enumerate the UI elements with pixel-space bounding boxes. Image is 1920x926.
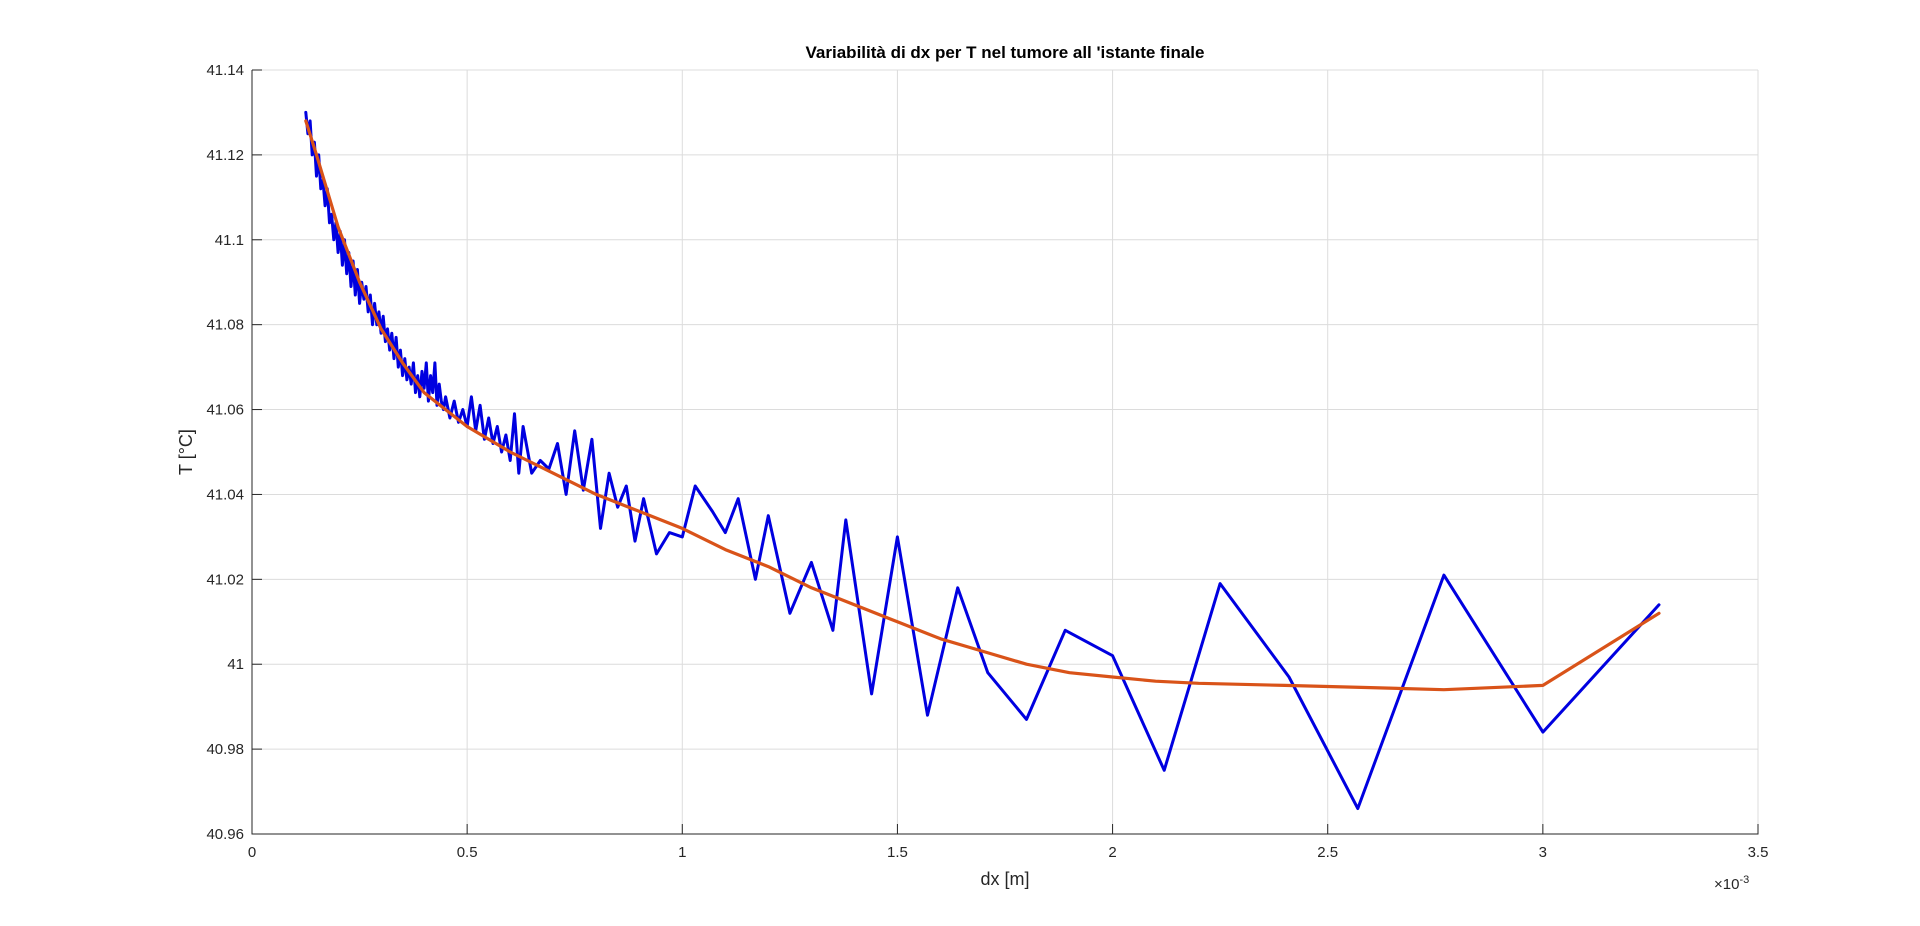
x-axis-exponent-base: ×10 bbox=[1714, 876, 1739, 893]
series-line-1 bbox=[304, 110, 1661, 810]
x-tick-label: 0 bbox=[248, 844, 256, 861]
x-tick-label: 1.5 bbox=[887, 844, 908, 861]
x-axis-exponent-power: -3 bbox=[1739, 874, 1749, 886]
y-axis-ticks: 40.96 40.98 41 41.02 41.04 41.06 41.08 41.1 41.1… bbox=[206, 62, 262, 843]
x-tick-label: 1 bbox=[678, 844, 686, 861]
plot-area bbox=[252, 70, 1758, 834]
x-axis-label: dx [m] bbox=[980, 869, 1029, 889]
y-tick-label: 41.14 bbox=[206, 62, 244, 79]
series-layer bbox=[304, 110, 1661, 810]
y-axis-label: T [°C] bbox=[176, 429, 196, 475]
chart-title: Variabilità di dx per T nel tumore all '… bbox=[806, 43, 1205, 62]
y-tick-label: 40.98 bbox=[206, 741, 244, 758]
y-tick-label: 41.06 bbox=[206, 402, 244, 419]
x-axis-exponent: ×10-3 bbox=[1714, 874, 1749, 893]
y-tick-label: 41.12 bbox=[206, 147, 244, 164]
x-tick-label: 2 bbox=[1108, 844, 1116, 861]
y-tick-label: 41.1 bbox=[215, 232, 244, 249]
x-tick-label: 0.5 bbox=[457, 844, 478, 861]
y-tick-label: 41.04 bbox=[206, 486, 244, 503]
y-tick-label: 40.96 bbox=[206, 826, 244, 843]
y-tick-label: 41.08 bbox=[206, 317, 244, 334]
x-tick-label: 2.5 bbox=[1317, 844, 1338, 861]
x-axis-ticks: 0 0.5 1 1.5 2 2.5 3 3.5 bbox=[248, 824, 1769, 861]
y-tick-label: 41 bbox=[227, 656, 244, 673]
series-line-2 bbox=[304, 119, 1661, 692]
x-tick-label: 3 bbox=[1539, 844, 1547, 861]
x-tick-label: 3.5 bbox=[1748, 844, 1769, 861]
y-tick-label: 41.02 bbox=[206, 571, 244, 588]
